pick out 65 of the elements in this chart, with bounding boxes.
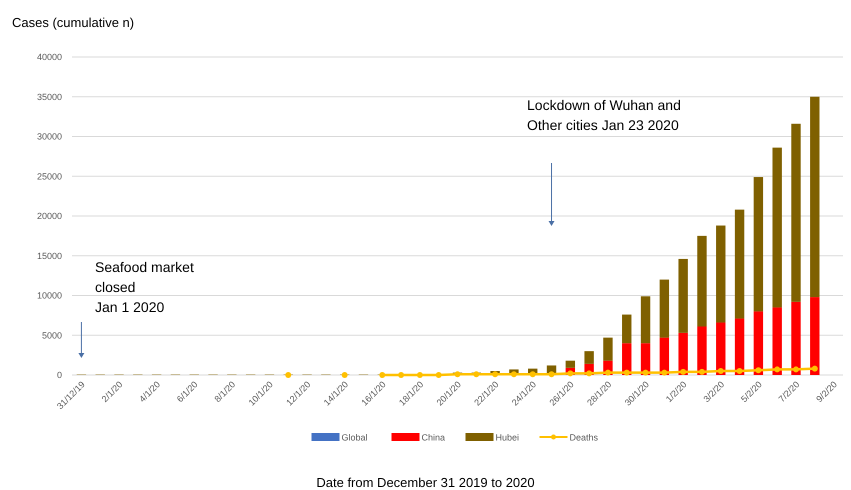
point <box>548 371 555 378</box>
point <box>492 371 498 378</box>
bar <box>697 326 707 375</box>
point <box>604 370 611 376</box>
y-tick-label: 5000 <box>42 330 62 340</box>
y-tick-label: 15000 <box>36 250 62 261</box>
legend-label: Hubei <box>496 432 520 442</box>
point <box>755 367 762 374</box>
bar <box>772 307 782 375</box>
point <box>454 371 460 378</box>
x-axis-title: Date from December 31 2019 to 2020 <box>316 475 535 490</box>
point <box>586 370 592 376</box>
point <box>473 371 480 378</box>
y-tick-label: 40000 <box>36 52 62 62</box>
y-tick-label: 30000 <box>36 132 62 142</box>
bar <box>566 360 576 368</box>
point <box>416 372 423 378</box>
bar <box>716 226 726 323</box>
bar <box>791 302 801 375</box>
bar <box>697 236 707 327</box>
legend-label: China <box>422 432 446 442</box>
point <box>718 368 724 374</box>
bar <box>603 338 613 361</box>
bar <box>584 351 594 364</box>
bar <box>622 314 632 344</box>
bar <box>660 280 670 338</box>
point <box>680 368 686 375</box>
y-tick-label: 0 <box>56 370 62 380</box>
bar <box>772 148 782 308</box>
bar <box>734 318 744 375</box>
bar <box>754 311 764 375</box>
point <box>736 368 743 374</box>
annotation: Lockdown of Wuhan and Other cities Jan 23 2020 <box>527 97 681 133</box>
bar <box>791 124 801 302</box>
bar <box>734 210 744 319</box>
point <box>774 366 780 372</box>
bar <box>810 96 820 298</box>
point <box>661 370 668 376</box>
annotation: Seafood market closed Jan 1 2020 <box>95 259 194 315</box>
y-axis-title: Cases (cumulative n) <box>12 15 134 30</box>
point <box>698 368 705 375</box>
point <box>642 370 649 376</box>
y-tick-label: 25000 <box>36 171 62 182</box>
bar <box>754 177 764 312</box>
point <box>530 371 536 378</box>
point <box>812 366 818 372</box>
y-tick-label: 35000 <box>36 92 62 102</box>
point <box>792 366 799 372</box>
point <box>510 371 517 378</box>
bar <box>716 322 726 375</box>
point <box>342 372 348 378</box>
point <box>398 372 404 378</box>
legend-label: Deaths <box>570 432 599 442</box>
point <box>285 372 292 378</box>
y-tick-label: 10000 <box>36 290 62 300</box>
point <box>379 372 386 378</box>
bar <box>810 297 820 375</box>
bar <box>678 332 688 375</box>
bar <box>640 296 650 344</box>
bar <box>678 258 688 333</box>
point <box>624 370 630 376</box>
legend-label: Global <box>342 432 368 442</box>
y-tick-label: 20000 <box>36 211 62 221</box>
point <box>436 372 442 378</box>
bar <box>660 338 670 375</box>
